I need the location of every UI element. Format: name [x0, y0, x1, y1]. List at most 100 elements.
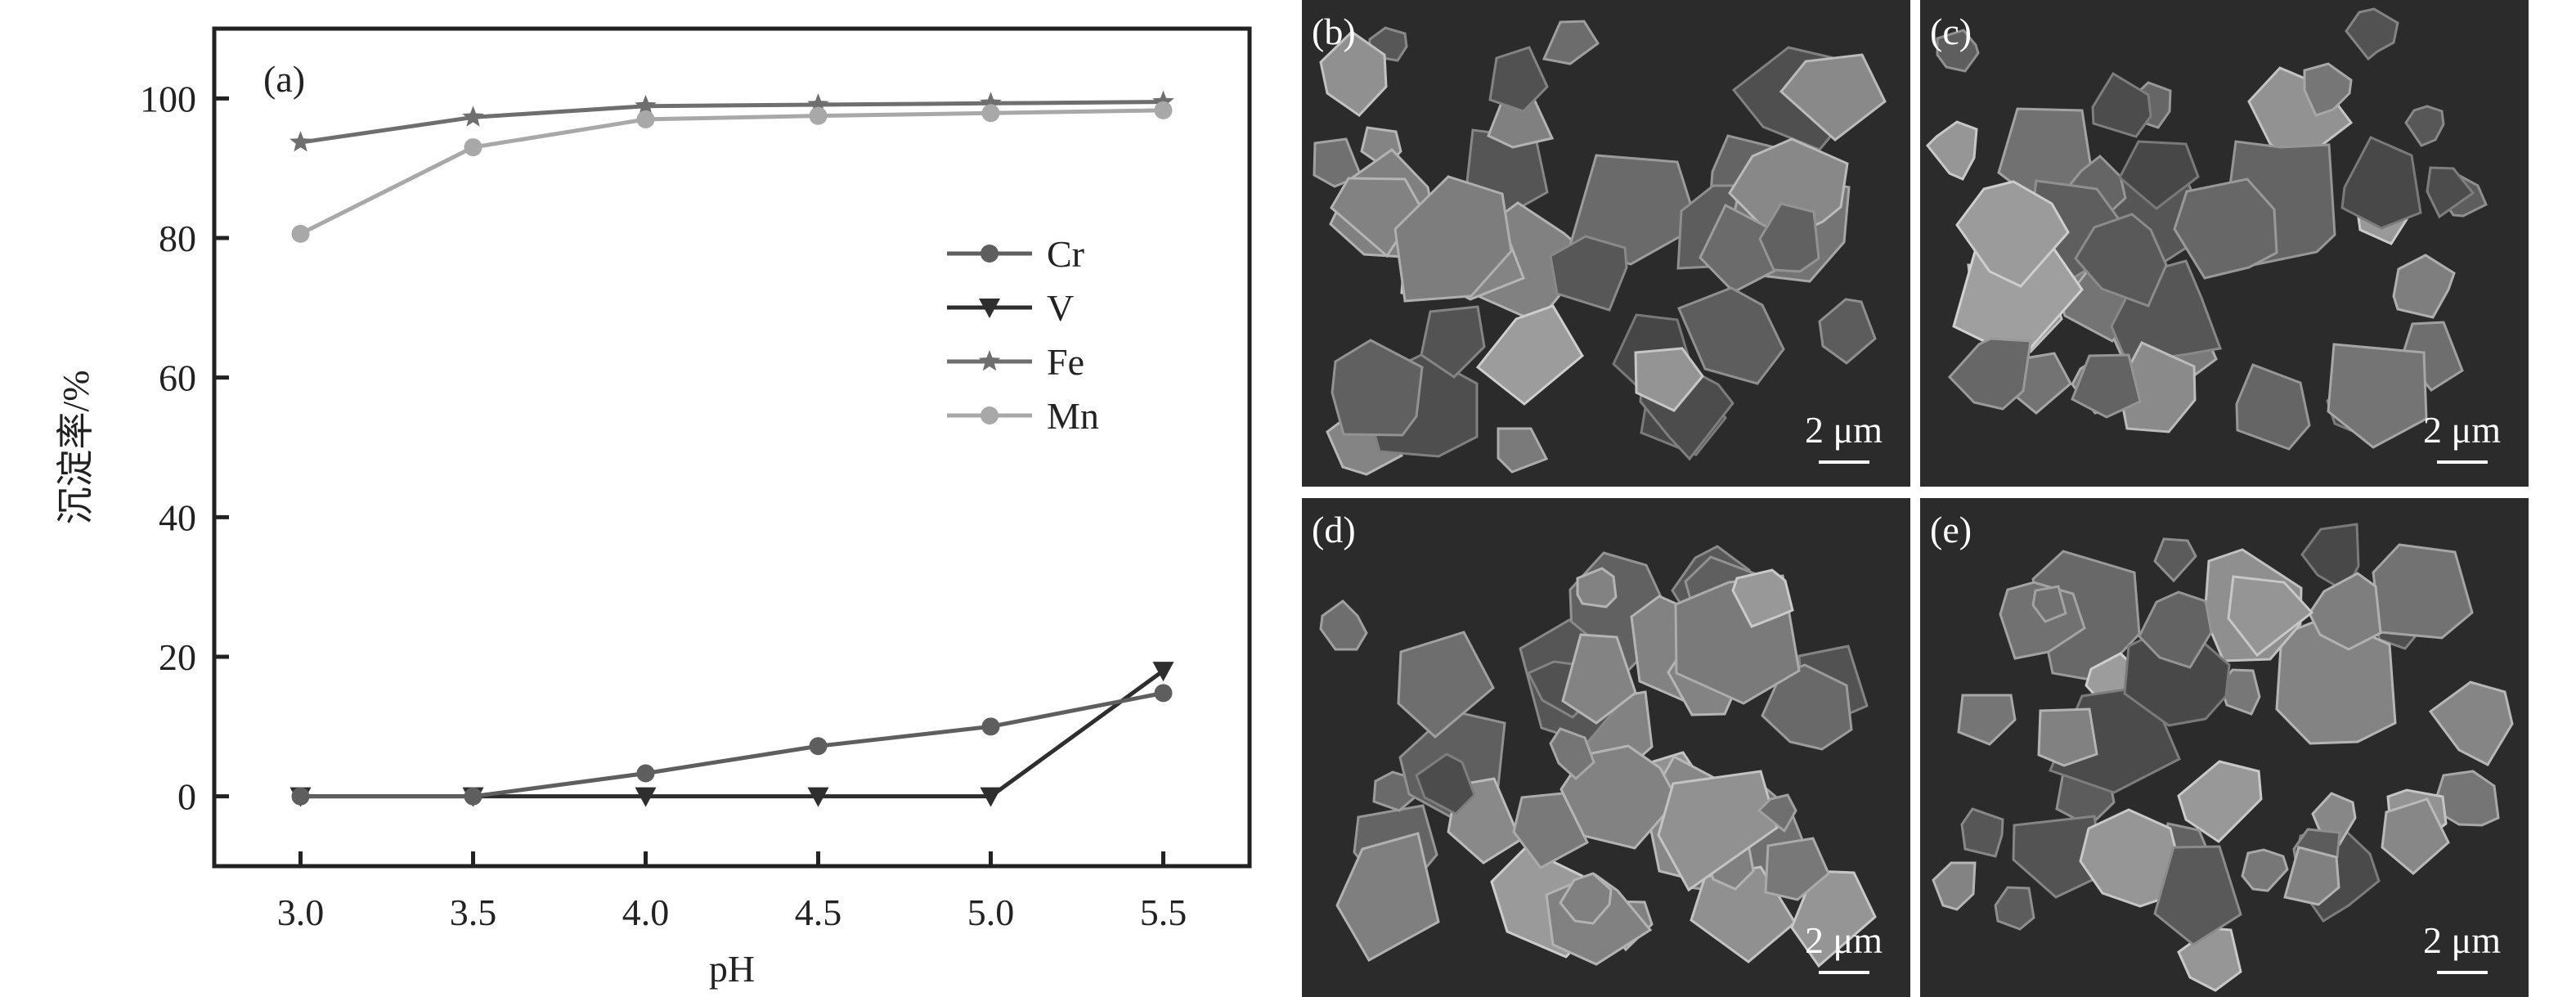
crystal-particle: [1319, 30, 1388, 117]
crystal-particle: [2173, 177, 2278, 280]
scale-label: 2 μm: [1805, 919, 1883, 961]
scale-label: 2 μm: [1805, 409, 1883, 451]
crystal-particle: [2153, 845, 2242, 946]
crystal-particle: [2308, 572, 2382, 651]
series-cr: [291, 684, 1173, 806]
panel-label-e: (e): [1930, 509, 1972, 550]
crystal-particle: [1790, 869, 1877, 968]
scale-bar: 2 μm: [2423, 922, 2501, 974]
crystal-particle: [1960, 807, 2004, 858]
crystal-particle: [1331, 339, 1424, 437]
crystal-particle: [2091, 71, 2152, 138]
sem-texture: [1932, 523, 2514, 992]
data-point: [291, 787, 310, 806]
crystal-particle: [2235, 363, 2311, 451]
data-point: [981, 717, 1000, 736]
crystal-particle: [2392, 254, 2456, 319]
crystal-particle: [2227, 575, 2314, 658]
data-point: [636, 110, 655, 128]
legend-label: Cr: [1047, 233, 1084, 275]
legend-item-v: V: [947, 287, 1074, 329]
sem-texture: [1925, 7, 2488, 451]
legend-label: V: [1047, 287, 1074, 329]
series-fe: [289, 90, 1174, 152]
series-line: [300, 100, 1164, 145]
data-point: [289, 131, 312, 152]
crystal-particle: [1994, 886, 2035, 931]
panel-label-a: (a): [263, 58, 305, 100]
crystal-particle: [2340, 136, 2422, 230]
x-tick-label: 3.5: [450, 891, 497, 933]
crystal-particle: [2426, 166, 2475, 219]
y-tick-label: 80: [159, 218, 196, 259]
crystal-particle: [2138, 591, 2213, 669]
data-point: [980, 92, 1002, 113]
scale-bar: 2 μm: [1805, 922, 1883, 974]
data-point: [807, 787, 829, 807]
crystal-particle: [1559, 872, 1613, 925]
y-tick-label: 20: [159, 636, 196, 678]
crystal-particle: [1319, 600, 1368, 651]
y-tick-label: 40: [159, 496, 196, 538]
panel-label-d: (d): [1312, 509, 1356, 550]
series-line: [299, 108, 1164, 236]
crystal-particle: [2381, 797, 2450, 875]
legend-marker: [981, 406, 999, 424]
crystal-particle: [2275, 615, 2397, 745]
crystal-particle: [2345, 7, 2399, 61]
crystal-particle: [1925, 120, 1978, 181]
crystal-particle: [1757, 793, 1797, 833]
data-point: [807, 93, 829, 115]
sem-image-d: (d) 2 μm: [1302, 498, 1910, 997]
crystal-particle: [1758, 202, 1820, 273]
crystal-particle: [1497, 427, 1549, 474]
crystal-particle: [1568, 154, 1699, 266]
crystal-particle: [2031, 585, 2067, 623]
crystal-particle: [2303, 62, 2353, 117]
crystal-particle: [1488, 46, 1549, 113]
crystal-particle: [1415, 752, 1476, 815]
crystal-particle: [1549, 235, 1628, 312]
data-point: [464, 138, 482, 157]
crystal-particle: [1731, 568, 1794, 628]
data-point: [809, 737, 828, 756]
sem-image-b: (b) 2 μm: [1302, 0, 1910, 487]
y-tick-label: 60: [159, 357, 196, 399]
data-point: [462, 106, 484, 127]
sem-image-c: (c) 2 μm: [1920, 0, 2529, 487]
y-axis-label: 沉淀率/%: [55, 370, 96, 524]
legend-item-fe: Fe: [947, 341, 1084, 383]
sem-image-e: (e) 2 μm: [1920, 498, 2529, 997]
crystal-particle: [1657, 770, 1779, 892]
data-point: [1154, 684, 1173, 703]
crystal-particle: [1761, 663, 1853, 751]
crystal-particle: [1818, 298, 1877, 365]
data-point: [464, 787, 482, 806]
crystal-particle: [2153, 537, 2197, 583]
crystal-particle: [2431, 770, 2500, 827]
crystal-particle: [1561, 633, 1637, 725]
crystal-particle: [1397, 631, 1495, 739]
crystal-particle: [1936, 29, 1980, 73]
scale-bar: 2 μm: [1805, 411, 1883, 464]
data-point: [291, 224, 310, 243]
scale-label: 2 μm: [2423, 919, 2501, 961]
precipitation-rate-chart: (a) 0 20 40 60 80 100 3.0 3.5 4.0 4.5 5.0 5.5 Cr VF…: [55, 26, 1252, 990]
scale-label: 2 μm: [2423, 409, 2501, 451]
x-tick-label: 4.0: [622, 891, 670, 933]
crystal-particle: [2118, 140, 2200, 210]
data-point: [1152, 90, 1174, 111]
crystal-particle: [1313, 137, 1362, 188]
crystal-particle: [1955, 180, 2070, 288]
data-point: [1154, 101, 1173, 119]
x-tick-label: 5.5: [1140, 891, 1187, 933]
crystal-particle: [1957, 694, 2017, 746]
panel-label-b: (b): [1312, 11, 1356, 52]
crystal-particle: [1393, 175, 1513, 303]
crystal-particle: [1335, 832, 1440, 963]
crystal-particle: [2327, 343, 2428, 449]
x-tick-label: 3.0: [277, 891, 325, 933]
crystal-particle: [2071, 353, 2142, 419]
panel-label-c: (c): [1930, 11, 1972, 52]
legend-marker: [979, 299, 1000, 318]
